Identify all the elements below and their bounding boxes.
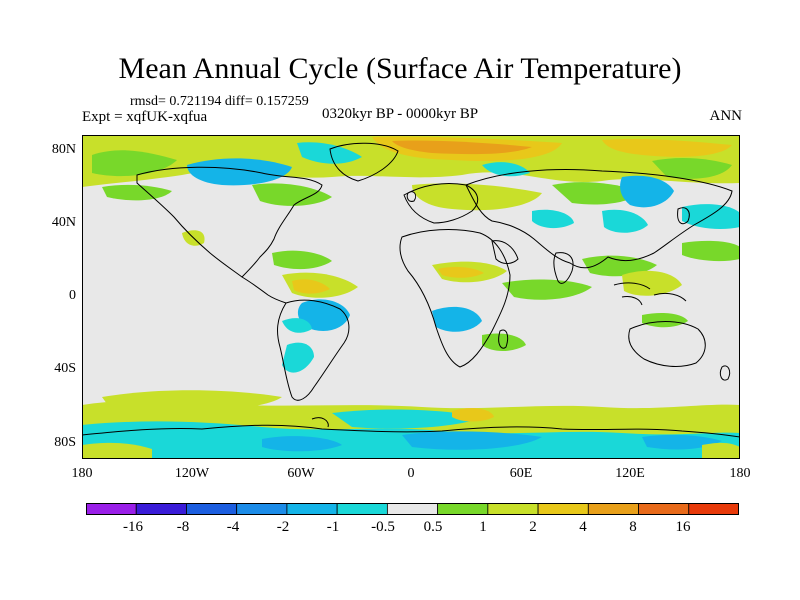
coastlines (82, 142, 740, 438)
colorbar-label: 4 (579, 519, 587, 535)
colorbar-swatch (236, 503, 288, 515)
lon-label-120w: 120W (174, 466, 210, 481)
experiment-label: Expt = xqfUK-xqfua (82, 109, 208, 125)
season-label: ANN (709, 108, 743, 124)
lat-label-80n: 80N (51, 142, 76, 157)
colorbar-label: 2 (529, 519, 537, 535)
colorbar-swatch (336, 503, 388, 515)
lon-label-60e: 60E (509, 466, 533, 481)
colorbar-swatch (688, 503, 739, 515)
stats-text: rmsd= 0.721194 diff= 0.157259 (130, 94, 309, 109)
lon-label-180e: 180 (729, 466, 751, 481)
colorbar-label: -16 (123, 519, 143, 535)
colorbar-swatch (186, 503, 238, 515)
colorbar-swatch (587, 503, 639, 515)
colorbar-swatch (135, 503, 187, 515)
period-label: 0320kyr BP - 0000kyr BP (322, 106, 479, 122)
colorbar-swatch (286, 503, 338, 515)
anomaly-field-antarctic (82, 390, 740, 459)
colorbar-swatch (437, 503, 489, 515)
lat-label-0: 0 (69, 288, 76, 303)
lon-label-0: 0 (407, 466, 415, 481)
lon-label-180w: 180 (71, 466, 93, 481)
lon-label-60w: 60W (287, 466, 315, 481)
colorbar-label: -4 (226, 519, 240, 535)
colorbar-swatch (386, 503, 439, 515)
colorbar-label: -1 (326, 519, 340, 535)
colorbar-label: 16 (675, 519, 691, 535)
colorbar-label: -2 (276, 519, 290, 535)
lon-label-120e: 120E (615, 466, 645, 481)
lat-label-80s: 80S (54, 435, 76, 450)
lat-label-40s: 40S (54, 361, 76, 376)
lat-label-40n: 40N (51, 215, 76, 230)
colorbar-label: 0.5 (423, 519, 443, 535)
colorbar-label: -0.5 (371, 519, 395, 535)
map-frame (82, 135, 740, 459)
colorbar-swatch (487, 503, 539, 515)
plot-title: Mean Annual Cycle (Surface Air Temperatu… (118, 52, 682, 85)
colorbar-swatch (638, 503, 690, 515)
colorbar-swatch (86, 503, 137, 515)
colorbar-label: -8 (176, 519, 190, 535)
colorbar (86, 503, 739, 515)
colorbar-swatch (537, 503, 589, 515)
anomaly-field-arctic (82, 135, 740, 187)
anomaly-map (82, 135, 740, 459)
colorbar-label: 8 (629, 519, 637, 535)
anomaly-field-patches (102, 175, 740, 373)
colorbar-label: 1 (479, 519, 487, 535)
